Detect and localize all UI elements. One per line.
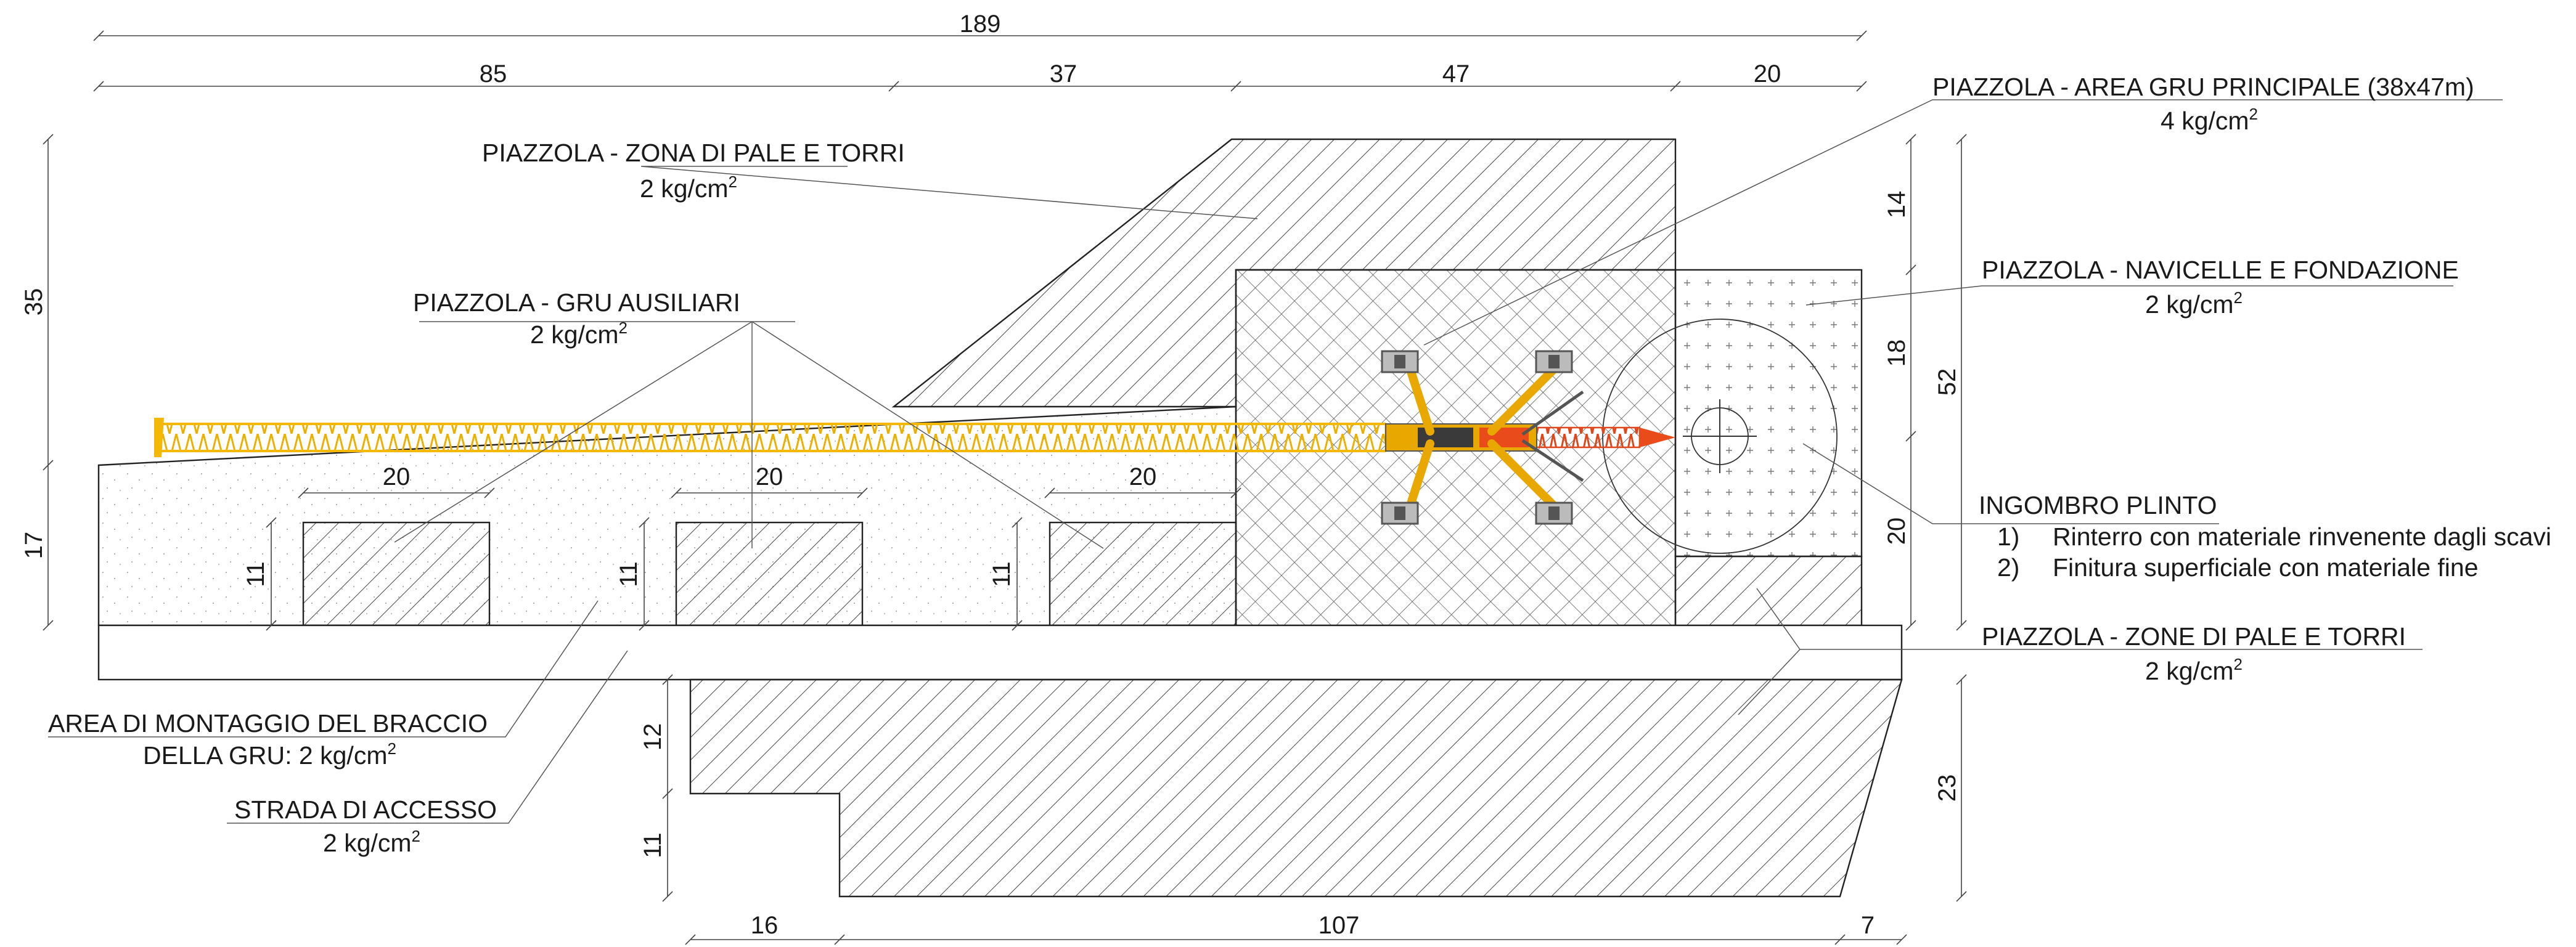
- label-aux-cranes-value: 2 kg/cm2: [530, 319, 628, 349]
- dim-pad-h-3: 11: [988, 561, 1015, 587]
- dim-top-total: 189: [960, 10, 1001, 38]
- label-blades-towers-2-title: PIAZZOLA - ZONE DI PALE E TORRI: [1982, 622, 2406, 651]
- outrigger-pads: [1381, 350, 1573, 525]
- dim-pad-h-1: 11: [242, 561, 269, 587]
- label-main-crane-title: PIAZZOLA - AREA GRU PRINCIPALE (38x47m): [1932, 73, 2474, 101]
- bottom-dimensions: [685, 934, 1907, 945]
- label-blades-towers-2-value: 2 kg/cm2: [2145, 655, 2243, 685]
- access-road: [97, 624, 1903, 681]
- top-dimensions: [93, 30, 1867, 92]
- dim-left-2: 17: [20, 532, 47, 559]
- main-crane: [154, 350, 1675, 525]
- label-main-crane-value: 4 kg/cm2: [2161, 105, 2258, 135]
- dim-right-3: 20: [1883, 518, 1910, 545]
- label-nacelles-title: PIAZZOLA - NAVICELLE E FONDAZIONE: [1982, 256, 2459, 284]
- lower-left-dimensions: [662, 674, 673, 902]
- dim-lower-left-2: 11: [639, 832, 666, 858]
- label-plinth-item-2-text: Finitura superficiale con materiale fine: [2053, 553, 2479, 582]
- aux-crane-pad-2: [675, 521, 864, 627]
- blades-towers-zone-lower: [689, 678, 1903, 898]
- label-blades-towers-title: PIAZZOLA - ZONA DI PALE E TORRI: [482, 139, 905, 167]
- dim-left-1: 35: [20, 288, 47, 316]
- blades-towers-zone-right: [1674, 555, 1863, 627]
- label-plinth-item-1-text: Rinterro con materiale rinvenente dagli …: [2053, 522, 2551, 551]
- dim-top-seg-4: 20: [1754, 60, 1781, 87]
- dim-bottom-1: 16: [751, 912, 779, 939]
- dim-right-lower: 23: [1934, 774, 1961, 802]
- dim-bottom-3: 7: [1861, 912, 1875, 939]
- nacelle-foundation-area: [1674, 269, 1863, 558]
- label-plinth-item-2-num: 2): [1997, 553, 2019, 582]
- label-access-road-title: STRADA DI ACCESSO: [234, 795, 497, 824]
- label-boom-assembly-line2: DELLA GRU: 2 kg/cm2: [143, 739, 396, 770]
- dim-right-outer: 52: [1934, 368, 1961, 396]
- aux-crane-pad-3: [1049, 521, 1237, 627]
- dim-right-1: 14: [1883, 191, 1910, 219]
- dim-top-seg-2: 37: [1050, 60, 1077, 87]
- label-blades-towers-value: 2 kg/cm2: [640, 173, 737, 203]
- pad-dimensions: [266, 487, 1241, 631]
- dim-right-2: 18: [1883, 339, 1910, 367]
- dim-top-seg-3: 47: [1442, 60, 1470, 87]
- leader-lines: [48, 99, 2503, 824]
- aux-crane-pad-1: [302, 521, 491, 627]
- dim-bottom-2: 107: [1319, 912, 1360, 939]
- dim-pad-h-2: 11: [615, 561, 642, 587]
- dim-pad-2: 20: [756, 463, 783, 490]
- dim-top-seg-1: 85: [480, 60, 507, 87]
- right-dimensions: [1905, 134, 1967, 902]
- dim-lower-left-1: 12: [639, 723, 666, 751]
- label-boom-assembly-line1: AREA DI MONTAGGIO DEL BRACCIO: [48, 709, 488, 738]
- dim-pad-3: 20: [1129, 463, 1157, 490]
- label-plinth-item-1-num: 1): [1997, 522, 2019, 551]
- dim-pad-1: 20: [383, 463, 411, 490]
- label-access-road-value: 2 kg/cm2: [323, 827, 420, 857]
- label-plinth-title: INGOMBRO PLINTO: [1979, 491, 2217, 519]
- left-dimensions: [43, 134, 54, 631]
- label-nacelles-value: 2 kg/cm2: [2145, 288, 2243, 319]
- label-aux-cranes-title: PIAZZOLA - GRU AUSILIARI: [413, 288, 740, 317]
- crane-counter-jib: [1534, 426, 1641, 449]
- crane-boom: [158, 423, 1387, 452]
